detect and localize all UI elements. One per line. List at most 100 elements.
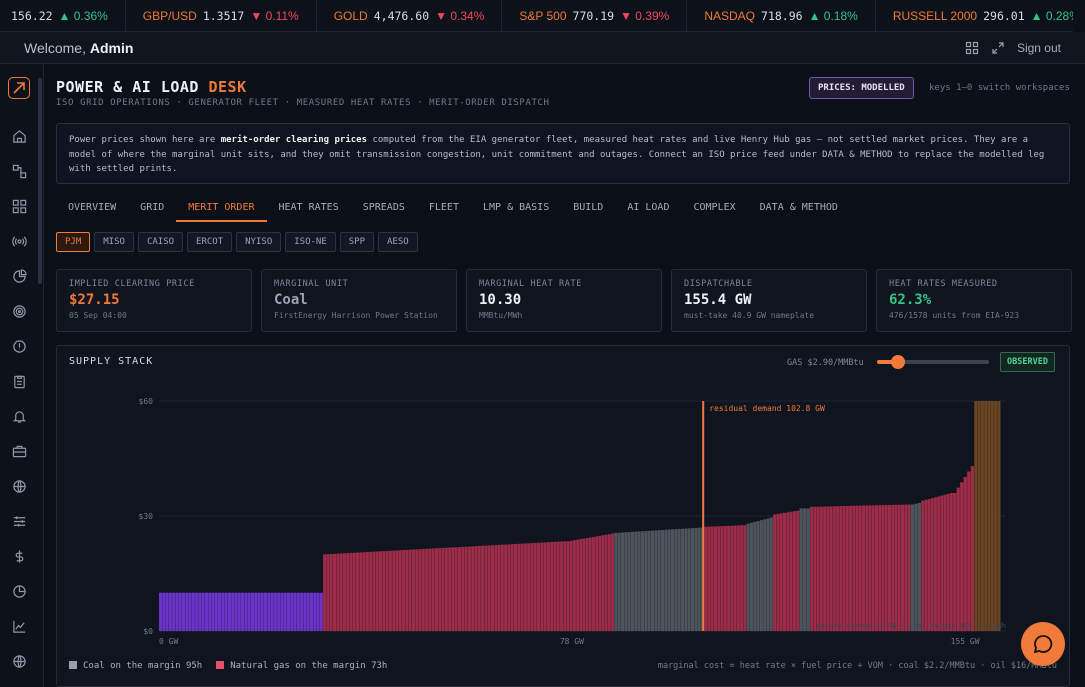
supply-bar[interactable]: [507, 544, 511, 631]
supply-bar[interactable]: [379, 551, 383, 631]
supply-bar[interactable]: [329, 553, 333, 631]
supply-bar[interactable]: [267, 592, 271, 631]
iso-ercot[interactable]: ERCOT: [187, 232, 233, 252]
supply-bar[interactable]: [832, 506, 836, 631]
supply-bar[interactable]: [418, 549, 422, 631]
supply-bar[interactable]: [448, 547, 452, 631]
supply-bar[interactable]: [369, 551, 373, 631]
supply-bar[interactable]: [687, 528, 691, 631]
supply-bar[interactable]: [313, 592, 317, 631]
supply-bar[interactable]: [408, 549, 412, 631]
supply-bar[interactable]: [776, 513, 780, 631]
supply-bar[interactable]: [823, 506, 827, 631]
supply-bar[interactable]: [461, 546, 465, 631]
supply-bar[interactable]: [819, 506, 823, 631]
supply-bar[interactable]: [766, 518, 770, 631]
supply-bar[interactable]: [997, 401, 1001, 631]
supply-bar[interactable]: [365, 552, 369, 631]
supply-bar[interactable]: [362, 552, 366, 631]
world-icon[interactable]: [11, 653, 27, 669]
supply-bar[interactable]: [560, 541, 564, 631]
supply-bar[interactable]: [178, 592, 182, 631]
supply-bar[interactable]: [743, 525, 747, 631]
supply-bar[interactable]: [517, 543, 521, 631]
supply-bar[interactable]: [444, 547, 448, 631]
supply-bar[interactable]: [382, 551, 386, 631]
supply-bar[interactable]: [260, 592, 264, 631]
supply-bar[interactable]: [415, 549, 419, 631]
supply-bar[interactable]: [878, 505, 882, 631]
supply-bar[interactable]: [852, 505, 856, 631]
supply-bar[interactable]: [723, 525, 727, 631]
supply-bar[interactable]: [221, 592, 225, 631]
supply-bar[interactable]: [934, 497, 937, 631]
tab-grid[interactable]: GRID: [140, 202, 165, 213]
supply-bar[interactable]: [464, 546, 468, 631]
supply-bar[interactable]: [168, 592, 172, 631]
dashboard-icon[interactable]: [11, 198, 27, 214]
nodes-icon[interactable]: [11, 163, 27, 179]
supply-bar[interactable]: [385, 550, 389, 631]
supply-bar[interactable]: [270, 592, 274, 631]
supply-bar[interactable]: [241, 592, 245, 631]
supply-bar[interactable]: [477, 545, 481, 631]
legend-item[interactable]: Natural gas on the margin 73h: [216, 661, 387, 671]
supply-bar[interactable]: [553, 541, 557, 631]
supply-bar[interactable]: [467, 546, 471, 631]
app-logo-icon[interactable]: [8, 77, 30, 99]
dollar-icon[interactable]: [11, 548, 27, 564]
supply-bar[interactable]: [779, 513, 783, 631]
supply-bar[interactable]: [733, 525, 737, 631]
iso-miso[interactable]: MISO: [94, 232, 134, 252]
supply-bar[interactable]: [614, 532, 618, 631]
briefcase-icon[interactable]: [11, 443, 27, 459]
supply-bar[interactable]: [201, 592, 205, 631]
supply-bar[interactable]: [740, 525, 744, 631]
supply-bar[interactable]: [717, 526, 721, 631]
supply-bar[interactable]: [572, 540, 576, 631]
tab-spreads[interactable]: SPREADS: [362, 202, 405, 213]
supply-bar[interactable]: [930, 498, 934, 631]
supply-bar[interactable]: [490, 545, 494, 631]
supply-bar[interactable]: [858, 505, 862, 631]
supply-bar[interactable]: [914, 503, 918, 631]
supply-bar[interactable]: [865, 505, 869, 631]
supply-bar[interactable]: [677, 528, 681, 631]
supply-bar[interactable]: [657, 530, 661, 631]
supply-bar[interactable]: [474, 546, 478, 631]
supply-bar[interactable]: [888, 504, 891, 631]
supply-bar[interactable]: [277, 592, 281, 631]
supply-bar[interactable]: [749, 522, 753, 631]
supply-bar[interactable]: [204, 592, 208, 631]
supply-bar[interactable]: [421, 548, 425, 631]
supply-bar[interactable]: [598, 535, 602, 631]
supply-bar[interactable]: [977, 401, 981, 631]
tab-fleet[interactable]: FLEET: [428, 202, 459, 213]
supply-bar[interactable]: [530, 543, 534, 631]
supply-bar[interactable]: [763, 519, 767, 631]
supply-bar[interactable]: [690, 528, 695, 631]
supply-bar[interactable]: [425, 548, 429, 631]
supply-bar[interactable]: [650, 530, 655, 631]
supply-bar[interactable]: [494, 545, 498, 631]
supply-bar[interactable]: [280, 592, 284, 631]
supply-bar[interactable]: [339, 553, 343, 631]
supply-bar[interactable]: [984, 401, 988, 631]
supply-bar[interactable]: [451, 547, 455, 631]
supply-bar[interactable]: [680, 528, 685, 631]
sign-out-link[interactable]: Sign out: [1016, 40, 1061, 55]
supply-bar[interactable]: [786, 512, 790, 631]
supply-bar[interactable]: [543, 542, 547, 631]
supply-bar[interactable]: [411, 549, 415, 631]
ticker-item[interactable]: RUSSELL 2000 296.01 ▲ 0.28%: [876, 0, 1073, 31]
iso-iso-ne[interactable]: ISO-NE: [285, 232, 336, 252]
supply-bar[interactable]: [868, 505, 872, 631]
supply-bar[interactable]: [900, 504, 904, 631]
supply-bar[interactable]: [849, 505, 853, 631]
supply-bar[interactable]: [921, 500, 925, 631]
iso-nyiso[interactable]: NYISO: [236, 232, 282, 252]
supply-bar[interactable]: [980, 401, 984, 631]
supply-bar[interactable]: [730, 525, 734, 631]
supply-bar[interactable]: [617, 532, 621, 631]
supply-bar[interactable]: [640, 531, 645, 631]
